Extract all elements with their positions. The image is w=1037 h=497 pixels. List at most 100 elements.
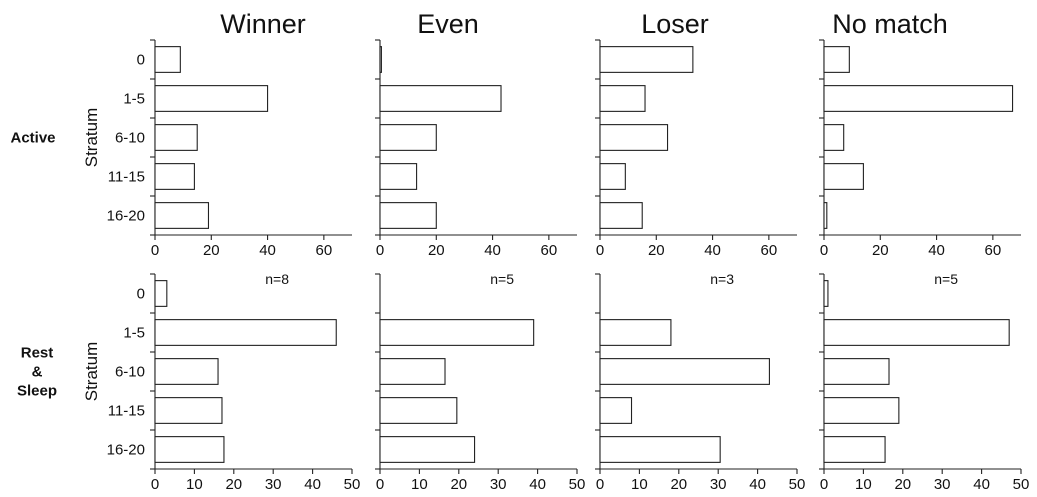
bar-loser-row-0-1-5	[599, 85, 646, 112]
bar-winner-row-1-6-10	[154, 358, 219, 385]
category-label-row-0-16-20: 16-20	[107, 208, 145, 225]
bar-no-match-row-1-11-15	[823, 397, 900, 424]
bar-winner-row-1-16-20	[154, 436, 225, 463]
bar-even-row-1-11-15	[379, 397, 458, 424]
bar-even-row-0-11-15	[379, 163, 418, 190]
x-tick-label-loser-row-0-20: 20	[648, 242, 665, 259]
bar-no-match-row-0-6-10	[823, 124, 845, 151]
x-tick-label-no-match-row-0-40: 40	[928, 242, 945, 259]
x-tick-label-winner-row-0-20: 20	[203, 242, 220, 259]
x-tick-label-winner-row-1-20: 20	[225, 476, 242, 493]
category-label-row-1-16-20: 16-20	[107, 442, 145, 459]
category-label-row-1-0: 0	[137, 286, 145, 303]
x-tick-label-loser-row-1-20: 20	[670, 476, 687, 493]
x-tick-label-loser-row-0-40: 40	[704, 242, 721, 259]
bar-even-row-1-1-5	[379, 319, 535, 346]
x-tick-label-loser-row-1-50: 50	[789, 476, 806, 493]
bar-even-row-0-0	[379, 46, 382, 73]
bar-no-match-row-1-1-5	[823, 319, 1010, 346]
row-label-0-line-0: Active	[10, 130, 55, 147]
bar-winner-row-1-11-15	[154, 397, 223, 424]
column-title-winner: Winner	[220, 9, 306, 39]
x-tick-label-no-match-row-1-20: 20	[894, 476, 911, 493]
x-tick-label-loser-row-1-40: 40	[749, 476, 766, 493]
bar-even-row-0-6-10	[379, 124, 437, 151]
bar-loser-row-1-16-20	[599, 436, 721, 463]
bar-winner-row-0-1-5	[154, 85, 269, 112]
x-tick-label-even-row-1-10: 10	[411, 476, 428, 493]
x-tick-label-even-row-1-30: 30	[490, 476, 507, 493]
x-tick-label-even-row-1-0: 0	[376, 476, 384, 493]
x-tick-label-loser-row-1-30: 30	[710, 476, 727, 493]
x-tick-label-no-match-row-1-10: 10	[855, 476, 872, 493]
y-axis-title-row-0: Stratum	[82, 108, 101, 168]
x-tick-label-winner-row-1-40: 40	[304, 476, 321, 493]
bar-winner-row-0-11-15	[154, 163, 195, 190]
bar-winner-row-1-0	[154, 280, 168, 307]
bar-loser-row-0-16-20	[599, 202, 643, 229]
x-tick-label-no-match-row-1-0: 0	[820, 476, 828, 493]
x-tick-label-winner-row-1-30: 30	[265, 476, 282, 493]
bar-winner-row-0-0	[154, 46, 181, 73]
bar-even-row-0-1-5	[379, 85, 502, 112]
x-tick-label-winner-row-1-0: 0	[151, 476, 159, 493]
x-tick-label-loser-row-1-10: 10	[631, 476, 648, 493]
x-tick-label-even-row-0-20: 20	[428, 242, 445, 259]
x-tick-label-winner-row-0-60: 60	[316, 242, 333, 259]
x-tick-label-even-row-0-60: 60	[541, 242, 558, 259]
x-tick-label-no-match-row-1-30: 30	[934, 476, 951, 493]
category-label-row-0-11-15: 11-15	[108, 169, 145, 186]
x-tick-label-even-row-0-0: 0	[376, 242, 384, 259]
x-tick-label-winner-row-0-40: 40	[259, 242, 276, 259]
x-tick-label-no-match-row-1-50: 50	[1013, 476, 1030, 493]
column-title-loser: Loser	[641, 9, 709, 39]
x-tick-label-winner-row-0-0: 0	[151, 242, 159, 259]
x-tick-label-loser-row-1-0: 0	[596, 476, 604, 493]
column-title-no-match: No match	[832, 9, 948, 39]
bar-loser-row-1-1-5	[599, 319, 672, 346]
category-label-row-0-0: 0	[137, 52, 145, 69]
x-tick-label-no-match-row-1-40: 40	[973, 476, 990, 493]
category-label-row-1-1-5: 1-5	[123, 325, 145, 342]
bar-no-match-row-0-16-20	[823, 202, 828, 229]
bar-winner-row-0-16-20	[154, 202, 210, 229]
bar-loser-row-0-6-10	[599, 124, 669, 151]
bar-even-row-1-6-10	[379, 358, 446, 385]
bar-winner-row-0-6-10	[154, 124, 198, 151]
bar-no-match-row-0-1-5	[823, 85, 1014, 112]
n-label-winner-row-1: n=8	[265, 271, 289, 287]
bar-no-match-row-0-0	[823, 46, 850, 73]
x-tick-label-winner-row-1-50: 50	[344, 476, 361, 493]
bar-even-row-0-16-20	[379, 202, 437, 229]
category-label-row-1-6-10: 6-10	[115, 364, 145, 381]
category-label-row-0-1-5: 1-5	[123, 91, 145, 108]
bar-loser-row-1-11-15	[599, 397, 633, 424]
bar-loser-row-0-11-15	[599, 163, 626, 190]
category-label-row-0-6-10: 6-10	[115, 130, 145, 147]
bar-no-match-row-1-0	[823, 280, 829, 307]
x-tick-label-even-row-0-40: 40	[484, 242, 501, 259]
x-tick-label-loser-row-0-60: 60	[761, 242, 778, 259]
x-tick-label-even-row-1-50: 50	[569, 476, 586, 493]
bar-winner-row-1-1-5	[154, 319, 337, 346]
x-tick-label-loser-row-0-0: 0	[596, 242, 604, 259]
x-tick-label-no-match-row-0-60: 60	[985, 242, 1002, 259]
y-axis-title-row-1: Stratum	[82, 342, 101, 402]
x-tick-label-winner-row-1-10: 10	[186, 476, 203, 493]
n-label-no-match-row-1: n=5	[934, 271, 958, 287]
bar-no-match-row-1-16-20	[823, 436, 886, 463]
x-tick-label-no-match-row-0-0: 0	[820, 242, 828, 259]
n-label-loser-row-1: n=3	[710, 271, 734, 287]
x-tick-label-even-row-1-20: 20	[450, 476, 467, 493]
bar-no-match-row-0-11-15	[823, 163, 864, 190]
bar-loser-row-0-0	[599, 46, 694, 73]
row-label-1-line-0: Rest	[21, 345, 54, 362]
x-tick-label-even-row-1-40: 40	[529, 476, 546, 493]
row-label-1-line-2: Sleep	[17, 383, 57, 400]
bar-even-row-1-16-20	[379, 436, 476, 463]
n-label-even-row-1: n=5	[490, 271, 514, 287]
bar-loser-row-1-6-10	[599, 358, 770, 385]
category-label-row-1-11-15: 11-15	[108, 403, 145, 420]
x-tick-label-no-match-row-0-20: 20	[872, 242, 889, 259]
